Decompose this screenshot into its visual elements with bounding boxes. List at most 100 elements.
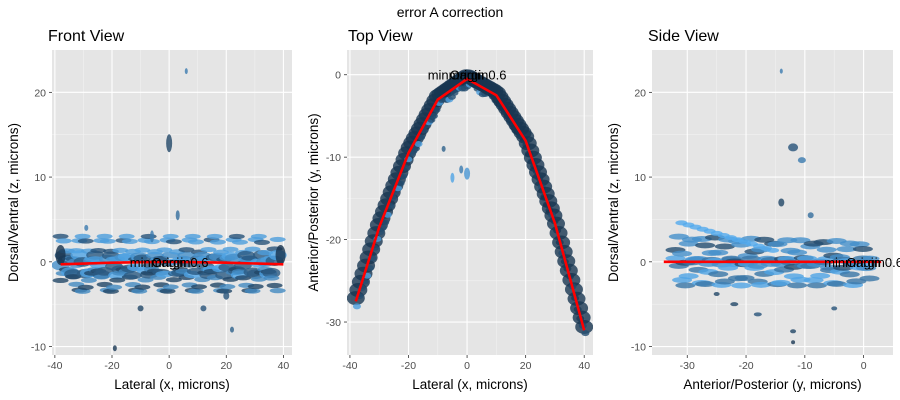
data-point	[250, 276, 267, 282]
y-tick-label: 0	[640, 257, 646, 269]
data-point	[184, 233, 201, 240]
data-point	[731, 282, 752, 289]
data-point	[219, 284, 236, 290]
data-point	[767, 247, 780, 253]
data-point	[859, 255, 880, 262]
data-point	[807, 212, 814, 219]
x-tick-label: -30	[680, 360, 695, 372]
data-point	[790, 329, 797, 334]
data-point	[750, 281, 771, 288]
x-axis-label: Lateral (x, microns)	[412, 377, 528, 392]
data-point	[788, 143, 799, 152]
x-tick-label: 0	[861, 360, 867, 372]
data-point	[65, 274, 82, 280]
data-point	[695, 242, 716, 249]
data-point	[787, 249, 808, 256]
data-point	[849, 241, 870, 248]
data-point	[730, 302, 739, 307]
data-point	[166, 134, 173, 153]
annotation-origin: Origin	[450, 68, 485, 83]
data-point	[216, 288, 233, 294]
data-point	[191, 284, 208, 290]
data-point	[672, 250, 693, 257]
data-point	[96, 233, 113, 239]
data-point	[263, 275, 280, 281]
annotation-minmargin: minmargin0.6	[428, 68, 507, 83]
y-tick-label: 20	[634, 87, 646, 99]
annotation-origin: Origin	[152, 255, 187, 270]
data-point	[352, 303, 361, 310]
y-tick-label: 20	[34, 87, 46, 99]
data-point	[112, 247, 129, 253]
x-tick-label: -10	[797, 360, 812, 372]
y-tick-label: -20	[326, 235, 341, 247]
data-point	[770, 279, 791, 286]
data-point	[187, 239, 204, 245]
plot-background	[52, 50, 292, 355]
data-point	[464, 167, 471, 180]
data-point	[459, 165, 464, 174]
data-point	[118, 233, 135, 240]
x-tick-label: 40	[578, 360, 590, 372]
x-tick-label: 0	[464, 360, 470, 372]
data-point	[441, 145, 446, 152]
fit-line	[354, 77, 586, 331]
x-tick-label: 0	[166, 360, 172, 372]
data-point	[790, 237, 811, 244]
data-point	[450, 172, 455, 183]
x-tick-label: -40	[47, 360, 62, 372]
data-point	[123, 271, 142, 280]
data-point	[778, 198, 785, 207]
data-point	[250, 233, 267, 240]
data-point	[381, 219, 390, 226]
data-point	[90, 247, 107, 254]
data-point	[52, 277, 69, 284]
y-tick-label: 10	[634, 172, 646, 184]
data-point	[140, 233, 157, 240]
data-point	[131, 288, 148, 294]
data-point	[816, 246, 837, 253]
data-point	[836, 246, 857, 253]
data-point	[253, 239, 270, 245]
data-point	[206, 233, 223, 240]
data-point	[109, 277, 126, 283]
data-point	[112, 345, 117, 352]
fit-line	[60, 260, 284, 266]
annotation-origin: Origin	[846, 255, 881, 270]
data-point	[852, 245, 873, 252]
x-tick-label: 20	[520, 360, 532, 372]
data-point	[247, 283, 264, 290]
point-cloud	[52, 68, 287, 352]
data-point	[266, 282, 283, 289]
panel-title: Top View	[348, 28, 413, 45]
data-point	[55, 245, 66, 266]
data-point	[52, 233, 69, 239]
annotation-minmargin: minmargin0.6	[824, 255, 900, 270]
data-point	[411, 145, 420, 152]
data-point	[231, 239, 248, 245]
data-point	[165, 277, 182, 283]
y-axis-label: Anterior/Posterior (y, microns)	[306, 113, 321, 291]
data-point	[269, 236, 286, 243]
data-point	[797, 255, 818, 262]
data-point	[678, 273, 699, 280]
data-point	[165, 239, 182, 245]
data-point	[695, 281, 716, 288]
data-point	[134, 247, 151, 253]
x-tick-label: -20	[401, 360, 416, 372]
data-point	[137, 277, 154, 283]
y-tick-label: 0	[40, 257, 46, 269]
y-tick-label: -10	[326, 152, 341, 164]
data-point	[80, 277, 97, 283]
data-point	[269, 288, 286, 294]
data-point	[675, 282, 696, 289]
data-point	[779, 68, 783, 74]
data-point	[102, 288, 119, 294]
data-point	[713, 292, 720, 296]
data-point	[99, 238, 116, 244]
data-point	[230, 326, 234, 333]
data-point	[262, 267, 281, 279]
